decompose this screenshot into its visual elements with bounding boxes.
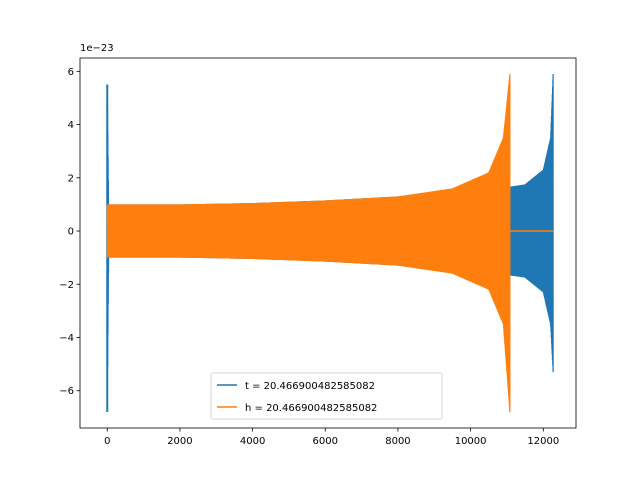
x-tick-label: 4000 <box>240 436 265 447</box>
x-tick-label: 8000 <box>385 436 410 447</box>
plot-frame <box>79 57 577 429</box>
series-line-1 <box>106 73 511 413</box>
y-tick-label: 2 <box>68 173 74 184</box>
x-tick-label: 12000 <box>527 436 559 447</box>
legend: t = 20.466900482585082 h = 20.4669004825… <box>210 372 443 420</box>
y-tick-label: 6 <box>68 67 74 78</box>
x-tick-label: 0 <box>104 436 110 447</box>
x-tick-label: 2000 <box>167 436 192 447</box>
y-tick-label: −4 <box>59 333 74 344</box>
y-axis: −6 −4 −2 0 2 4 6 <box>59 67 80 397</box>
y-tick-label: 4 <box>68 120 74 131</box>
x-axis: 0 2000 4000 6000 8000 10000 12000 <box>104 428 559 447</box>
y-offset-label: 1e−23 <box>80 43 114 54</box>
x-tick-label: 6000 <box>313 436 338 447</box>
x-tick-label: 10000 <box>455 436 487 447</box>
y-tick-label: 0 <box>68 227 74 238</box>
y-tick-label: −6 <box>59 386 74 397</box>
legend-label-t: t = 20.466900482585082 <box>245 381 375 392</box>
series-layer <box>106 73 554 413</box>
y-tick-label: −2 <box>59 280 74 291</box>
legend-box <box>210 372 443 420</box>
legend-label-h: h = 20.466900482585082 <box>245 403 377 414</box>
